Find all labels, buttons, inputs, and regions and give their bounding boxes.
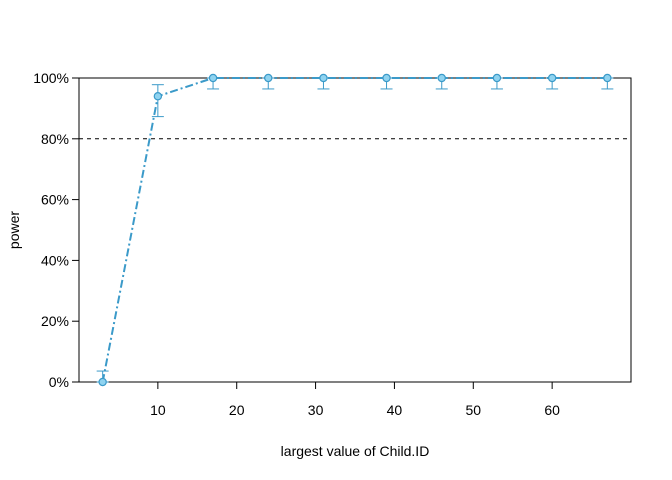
series-group — [96, 73, 614, 387]
x-axis-title: largest value of Child.ID — [281, 443, 430, 459]
x-tick-label: 20 — [229, 402, 245, 418]
data-point — [98, 377, 107, 387]
y-axis: 0% 20% 40% 60% 80% 100% — [33, 70, 79, 390]
power-line — [101, 77, 608, 383]
x-tick-label: 40 — [387, 402, 403, 418]
data-point — [208, 73, 218, 83]
y-tick-label: 40% — [41, 252, 69, 268]
data-point — [492, 73, 502, 83]
x-tick-label: 10 — [150, 402, 166, 418]
y-tick-label: 100% — [33, 70, 69, 86]
x-tick-label: 60 — [544, 402, 560, 418]
data-point — [153, 92, 163, 101]
y-tick-label: 0% — [49, 374, 69, 390]
y-tick-label: 80% — [41, 131, 69, 147]
x-tick-label: 50 — [465, 402, 481, 418]
data-point — [319, 73, 328, 83]
y-tick-label: 20% — [41, 313, 69, 329]
data-point — [382, 73, 391, 83]
y-axis-title: power — [6, 211, 22, 249]
data-point — [437, 73, 446, 83]
data-point — [603, 73, 612, 83]
y-tick-label: 60% — [41, 192, 69, 208]
data-point — [264, 73, 273, 83]
data-point — [547, 73, 557, 83]
plot-frame — [78, 77, 632, 383]
x-axis: 10 20 30 40 50 60 — [150, 382, 560, 418]
x-tick-label: 30 — [308, 402, 324, 418]
